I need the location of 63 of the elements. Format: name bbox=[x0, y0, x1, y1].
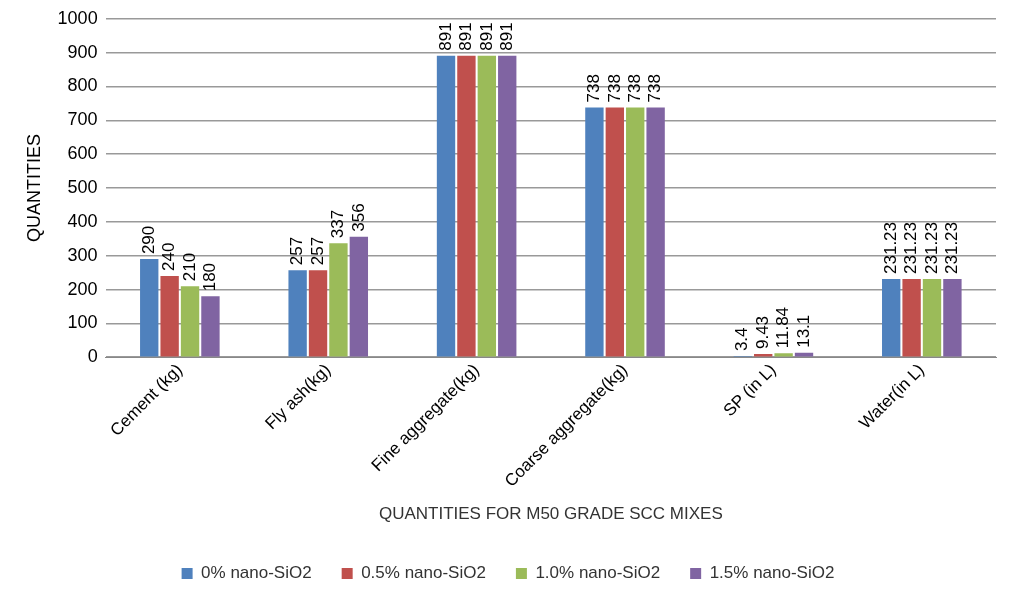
bar bbox=[646, 107, 665, 357]
data-label: 891 bbox=[476, 22, 496, 51]
bar bbox=[922, 278, 942, 357]
data-label: 13.1 bbox=[793, 314, 813, 348]
data-label: 257 bbox=[307, 236, 327, 266]
data-label: 231.23 bbox=[880, 221, 900, 274]
y-tick-label: 500 bbox=[67, 176, 98, 197]
data-label: 891 bbox=[496, 22, 516, 51]
data-label: 11.84 bbox=[773, 306, 793, 349]
bar bbox=[140, 259, 159, 357]
data-label: 337 bbox=[328, 209, 348, 239]
bar bbox=[349, 236, 369, 357]
y-tick-label: 900 bbox=[67, 41, 98, 62]
y-tick-label: 0 bbox=[87, 346, 98, 367]
bar bbox=[436, 55, 456, 357]
legend-label: 0.5% nano-SiO2 bbox=[361, 563, 486, 583]
bar bbox=[626, 107, 645, 357]
bar bbox=[308, 270, 328, 357]
bar bbox=[160, 276, 179, 357]
y-tick-label: 800 bbox=[67, 75, 98, 96]
bar bbox=[943, 278, 962, 357]
data-label: 891 bbox=[456, 22, 476, 51]
data-label: 738 bbox=[624, 74, 644, 103]
legend-label: 0% nano-SiO2 bbox=[201, 563, 312, 583]
bar bbox=[498, 55, 517, 357]
legend-label: 1.0% nano-SiO2 bbox=[535, 563, 661, 583]
data-label: 231.23 bbox=[901, 221, 921, 274]
y-tick-label: 300 bbox=[67, 244, 98, 265]
data-label: 891 bbox=[435, 22, 455, 51]
data-label: 3.4 bbox=[732, 327, 752, 352]
bar bbox=[201, 296, 220, 357]
data-label: 231.23 bbox=[921, 221, 941, 274]
bar bbox=[774, 353, 793, 357]
bar bbox=[288, 270, 307, 357]
y-tick-label: 700 bbox=[67, 109, 98, 130]
y-tick-label: 400 bbox=[67, 210, 98, 231]
bar bbox=[585, 107, 604, 357]
data-label: 231.23 bbox=[942, 221, 962, 274]
bar bbox=[605, 107, 624, 357]
bar bbox=[882, 278, 901, 357]
data-label: 738 bbox=[604, 74, 624, 103]
data-label: 240 bbox=[159, 242, 179, 272]
data-label: 257 bbox=[287, 236, 307, 266]
data-label: 738 bbox=[584, 74, 604, 103]
data-label: 356 bbox=[348, 203, 368, 232]
y-axis-title: QUANTITIES bbox=[23, 134, 44, 243]
bar bbox=[477, 55, 497, 357]
y-tick-label: 1000 bbox=[57, 7, 98, 28]
bar bbox=[180, 286, 200, 357]
bar bbox=[457, 55, 476, 357]
data-label: 290 bbox=[138, 225, 158, 255]
y-tick-label: 600 bbox=[67, 143, 98, 164]
x-tick-label: SP (in L) bbox=[719, 360, 780, 421]
legend-label: 1.5% nano-SiO2 bbox=[709, 563, 835, 583]
data-label: 180 bbox=[200, 262, 220, 292]
data-label: 738 bbox=[645, 74, 665, 103]
data-label: 210 bbox=[179, 252, 199, 282]
x-axis-title: QUANTITIES FOR M50 GRADE SCC MIXES bbox=[378, 504, 723, 524]
data-label: 9.43 bbox=[752, 315, 772, 350]
bar bbox=[902, 278, 921, 357]
y-tick-label: 200 bbox=[67, 278, 98, 299]
bar bbox=[329, 243, 348, 357]
y-tick-label: 100 bbox=[67, 312, 98, 333]
